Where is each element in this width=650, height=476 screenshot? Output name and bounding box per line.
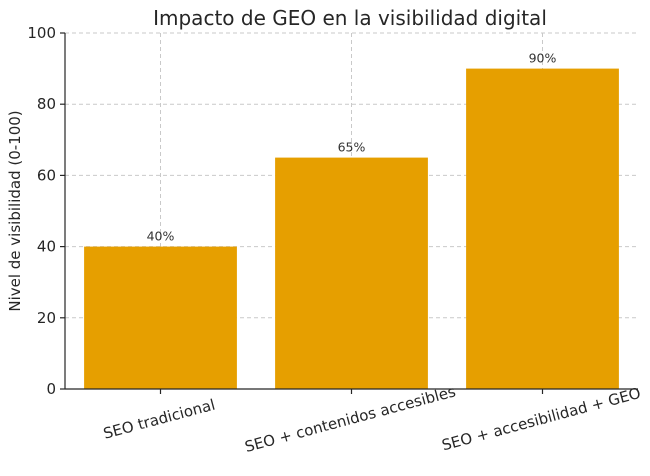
- y-tick-label: 60: [37, 166, 56, 184]
- x-tick-label: SEO + contenidos accesibles: [243, 382, 458, 456]
- bar-layer: [84, 68, 619, 389]
- y-tick-label: 80: [37, 95, 56, 113]
- bar: [275, 157, 428, 389]
- x-tick-label: SEO tradicional: [101, 396, 217, 443]
- data-label: 40%: [147, 229, 175, 244]
- y-axis-label: Nivel de visibilidad (0-100): [6, 110, 24, 311]
- data-label: 90%: [529, 51, 557, 66]
- data-label: 65%: [338, 140, 366, 155]
- y-tick-label: 20: [37, 309, 56, 327]
- axis-layer: [60, 32, 638, 394]
- chart-title: Impacto de GEO en la visibilidad digital: [153, 6, 547, 30]
- y-tick-label: 0: [46, 380, 56, 398]
- bar: [466, 68, 619, 389]
- x-tick-label: SEO + accesibilidad + GEO: [440, 384, 643, 454]
- y-tick-label: 40: [37, 238, 56, 256]
- bar: [84, 246, 237, 389]
- y-tick-label: 100: [27, 24, 56, 42]
